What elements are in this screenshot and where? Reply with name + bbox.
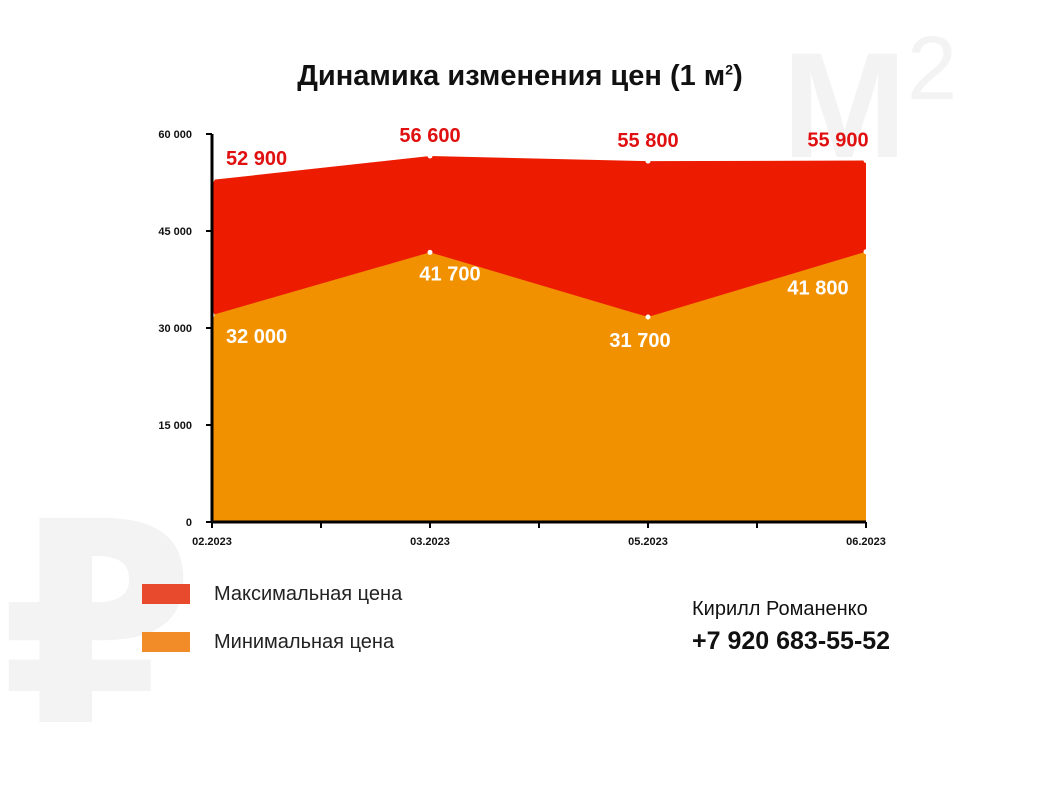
min-price-point <box>645 314 651 320</box>
y-tick-label: 60 000 <box>158 129 192 141</box>
legend-item-min: Минимальная цена <box>142 630 394 654</box>
min-price-area <box>212 251 866 522</box>
x-tick-label: 06.2023 <box>846 536 886 548</box>
min-price-label: 41 800 <box>787 278 848 300</box>
legend-label-max: Максимальная цена <box>214 582 403 605</box>
max-price-label: 55 900 <box>807 130 868 152</box>
legend-label-min: Минимальная цена <box>214 630 395 653</box>
ruble-watermark: ₽ <box>0 463 195 789</box>
y-tick-label: 15 000 <box>158 420 192 432</box>
legend-item-max: Максимальная цена <box>142 582 402 606</box>
max-price-label: 52 900 <box>226 148 287 170</box>
min-price-point <box>863 249 869 255</box>
contact-block: Кирилл Романенко +7 920 683-55-52 <box>692 598 890 656</box>
contact-phone: +7 920 683-55-52 <box>692 627 891 655</box>
y-tick-label: 30 000 <box>158 323 192 335</box>
chart-title: Динамика изменения цен (1 м2) <box>297 60 743 92</box>
max-price-point <box>427 153 433 159</box>
min-price-label: 41 700 <box>419 263 480 285</box>
x-tick-label: 03.2023 <box>410 536 450 548</box>
legend-swatch-min <box>142 632 190 652</box>
area-chart: 0 15 000 30 000 45 000 60 000 02.2023 03.2023 0… <box>158 125 886 548</box>
min-price-point <box>427 249 433 255</box>
max-price-point <box>863 158 869 164</box>
y-tick-label: 0 <box>186 517 192 529</box>
max-price-label: 56 600 <box>399 125 460 147</box>
x-tick-label: 05.2023 <box>628 536 668 548</box>
max-price-label: 55 800 <box>617 130 678 152</box>
y-tick-label: 45 000 <box>158 226 192 238</box>
max-price-point <box>645 158 651 164</box>
m2-watermark: М2 <box>782 19 958 189</box>
min-price-label: 31 700 <box>609 330 670 352</box>
x-tick-label: 02.2023 <box>192 536 232 548</box>
legend-swatch-max <box>142 584 190 604</box>
min-price-label: 32 000 <box>226 326 287 348</box>
contact-name: Кирилл Романенко <box>692 598 868 620</box>
